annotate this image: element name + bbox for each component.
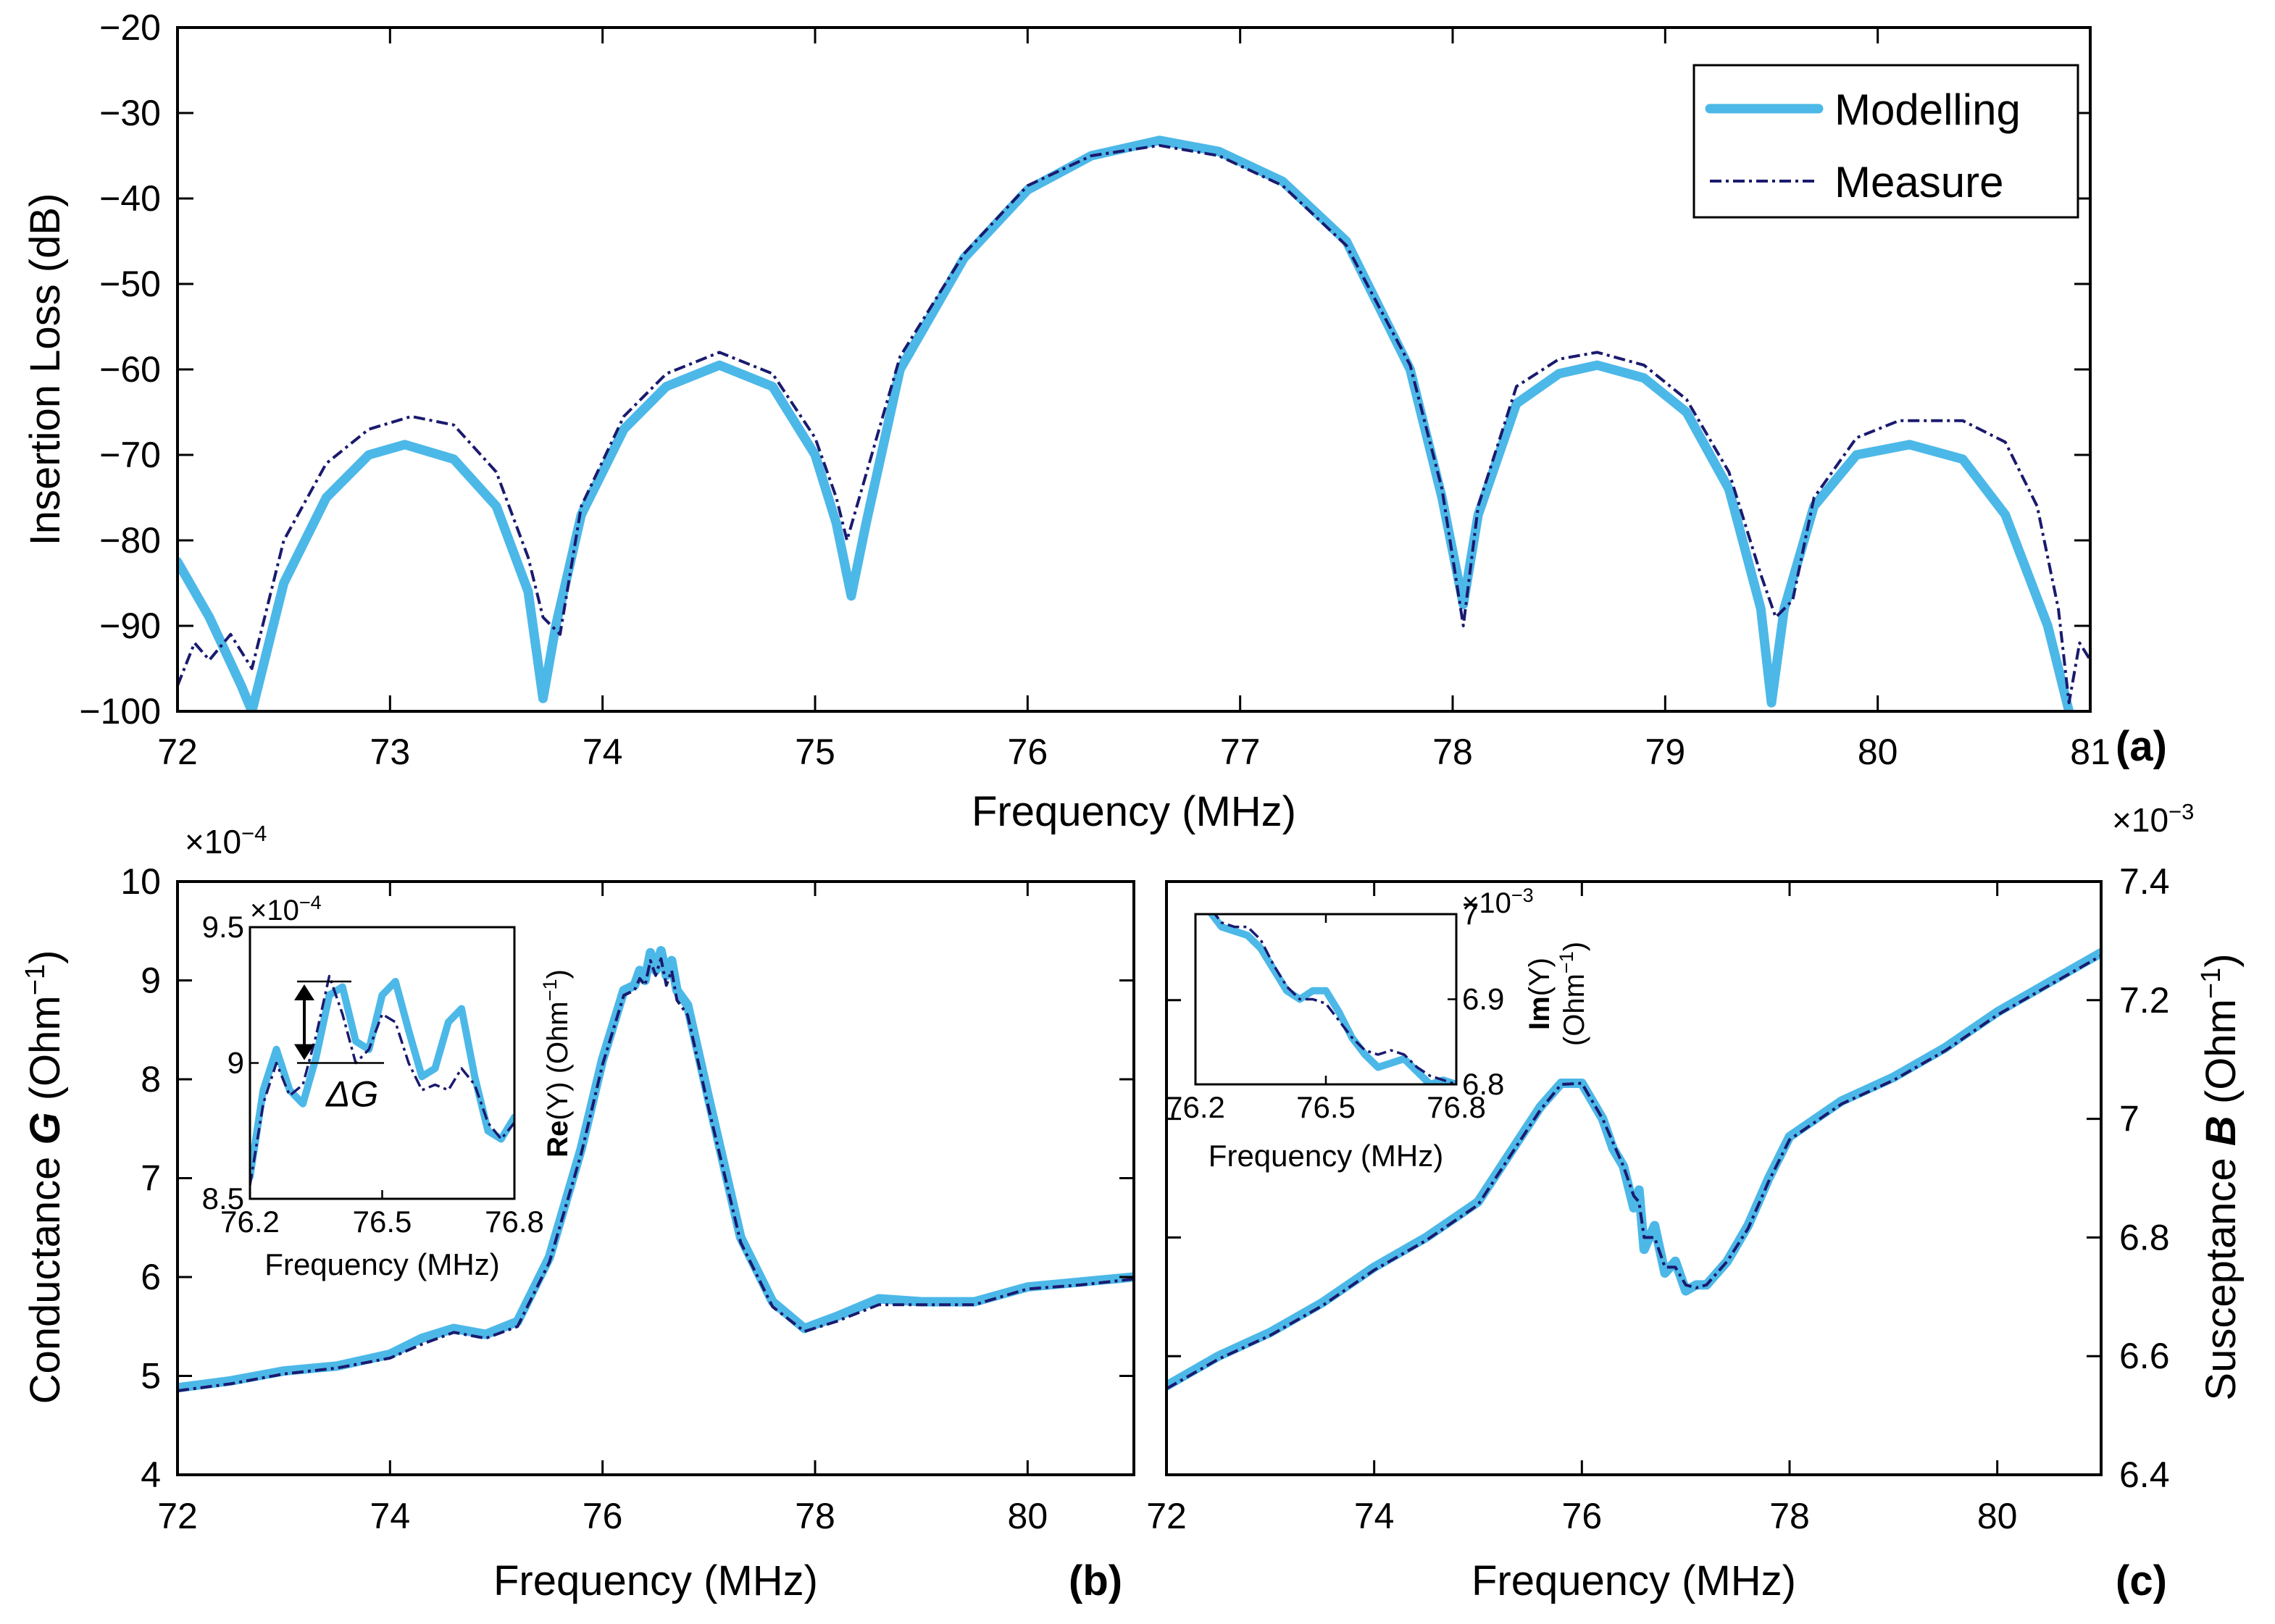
inset-y-axis-label-top: Im(Y) xyxy=(1524,958,1556,1030)
inset-y-tick-label: 6.8 xyxy=(1462,1067,1504,1101)
inset-b: 76.2 76.5 76.8 8.5 9 9.5 ×10−4 Frequency (MHz) R… xyxy=(202,892,574,1281)
y-axis-label: Conductance G (Ohm−1) xyxy=(20,950,69,1405)
y-axis-label: Insertion Loss (dB) xyxy=(22,193,69,546)
inset-x-tick-label: 76.2 xyxy=(1166,1090,1225,1124)
x-tick-label: 72 xyxy=(1146,1496,1187,1536)
x-tick-label: 76 xyxy=(583,1496,623,1536)
inset-y-tick-label: 9 xyxy=(228,1046,244,1080)
y-tick-label: 6.8 xyxy=(2119,1217,2170,1257)
y-tick-label: 5 xyxy=(141,1356,161,1397)
x-tick-label: 81 xyxy=(2070,732,2111,772)
x-tick-label: 74 xyxy=(583,732,623,772)
y-tick-label: −90 xyxy=(99,606,161,646)
inset-y-multiplier: ×10−3 xyxy=(1462,884,1534,919)
series-measure-line xyxy=(1213,914,1456,1084)
y-tick-label: 6.6 xyxy=(2119,1336,2170,1376)
series-modelling-line xyxy=(178,135,2074,711)
panel-label: (a) xyxy=(2116,723,2167,770)
x-tick-label: 76 xyxy=(1008,732,1048,772)
inset-y-axis-label: Re(Y) (Ohm−1) xyxy=(539,969,574,1158)
inset-y-tick-label: 7 xyxy=(1462,897,1479,931)
x-tick-label: 78 xyxy=(795,1496,835,1536)
y-tick-label: 7.2 xyxy=(2119,980,2170,1021)
delta-g-arrow-up-head xyxy=(294,984,314,1000)
legend-box xyxy=(1692,64,2079,219)
panel-a: 72 73 74 75 76 77 78 79 80 81 −100 −90 −80 −70 −60 −50 −… xyxy=(22,7,2167,835)
y-tick-label: −20 xyxy=(99,7,161,48)
inset-y-axis-label-unit: (Ohm−1) xyxy=(1556,942,1590,1046)
y-tick-label: −40 xyxy=(99,178,161,219)
y-tick-label: −70 xyxy=(99,435,161,475)
y-tick-label: 8 xyxy=(141,1059,161,1100)
x-tick-label: 77 xyxy=(1220,732,1261,772)
inset-y-tick-label: 9.5 xyxy=(202,910,244,944)
x-tick-label: 73 xyxy=(370,732,411,772)
series-modelling-line xyxy=(1166,947,2101,1391)
x-tick-label: 74 xyxy=(1354,1496,1395,1536)
series-measure-line xyxy=(250,974,514,1186)
x-axis-label: Frequency (MHz) xyxy=(493,1557,818,1604)
y-multiplier: ×10−3 xyxy=(2112,799,2194,840)
series-modelling-line xyxy=(178,946,1134,1393)
y-tick-label: −50 xyxy=(99,264,161,304)
x-tick-label: 72 xyxy=(157,732,198,772)
y-tick-label: 6.4 xyxy=(2119,1455,2170,1495)
inset-bg xyxy=(1195,914,1456,1084)
inset-y-tick-label: 8.5 xyxy=(202,1181,244,1215)
y-tick-label: 9 xyxy=(141,960,161,1001)
series-modelling-line xyxy=(1207,914,1456,1084)
panel-label: (c) xyxy=(2116,1557,2167,1604)
y-tick-label: 7 xyxy=(2119,1099,2140,1139)
x-tick-label: 80 xyxy=(1008,1496,1048,1536)
series-measure-line xyxy=(1166,954,2101,1390)
x-axis-label: Frequency (MHz) xyxy=(1472,1557,1796,1604)
inset-y-multiplier: ×10−4 xyxy=(250,892,322,926)
y-tick-label: −30 xyxy=(99,93,161,133)
inset-x-tick-label: 76.2 xyxy=(220,1205,280,1239)
y-tick-label: 6 xyxy=(141,1257,161,1297)
legend: Modelling Measure xyxy=(1692,64,2079,219)
x-axis-label: Frequency (MHz) xyxy=(972,788,1296,835)
y-tick-label: 7 xyxy=(141,1158,161,1199)
inset-x-tick-label: 76.5 xyxy=(353,1205,412,1239)
inset-x-axis-label: Frequency (MHz) xyxy=(1209,1139,1443,1173)
y-multiplier: ×10−4 xyxy=(185,821,267,861)
inset-y-tick-label: 6.9 xyxy=(1462,982,1504,1016)
x-tick-label: 80 xyxy=(1977,1496,2018,1536)
series-modelling-line xyxy=(250,978,514,1181)
y-tick-label: −100 xyxy=(79,691,161,732)
panel-c-frame xyxy=(1165,880,2103,1476)
legend-label-modelling: Modelling xyxy=(1834,85,2021,134)
x-tick-label: 75 xyxy=(795,732,835,772)
y-tick-label: −80 xyxy=(99,520,161,561)
y-axis-label: Susceptance B (Ohm−1) xyxy=(2196,953,2245,1400)
series-measure-line xyxy=(178,143,2090,705)
y-tick-label: 7.4 xyxy=(2119,861,2170,902)
y-tick-label: −60 xyxy=(99,349,161,390)
delta-g-label: ΔG xyxy=(325,1074,378,1115)
series-measure-line xyxy=(178,957,1134,1392)
panel-c: 72 74 76 78 80 6.4 6.6 6.8 7 7.2 7.4 ×10−3 Frequency… xyxy=(1146,799,2245,1605)
inset-x-tick-label: 76.8 xyxy=(485,1205,544,1239)
x-tick-label: 80 xyxy=(1858,732,1898,772)
inset-x-tick-label: 76.8 xyxy=(1427,1090,1486,1124)
inset-c: 76.2 76.5 76.86.8 6.9 7×10−3 Frequency (MHz) I… xyxy=(1166,884,1590,1173)
legend-label-measure: Measure xyxy=(1834,158,2003,206)
y-tick-label: 4 xyxy=(141,1455,161,1495)
x-tick-label: 78 xyxy=(1769,1496,1810,1536)
x-tick-label: 72 xyxy=(157,1496,198,1536)
x-tick-label: 79 xyxy=(1645,732,1686,772)
panel-label: (b) xyxy=(1069,1557,1122,1604)
x-tick-label: 76 xyxy=(1562,1496,1603,1536)
x-tick-label: 74 xyxy=(370,1496,411,1536)
inset-x-tick-label: 76.5 xyxy=(1296,1090,1356,1124)
delta-g-arrow-down-head xyxy=(294,1044,314,1060)
y-tick-label: 10 xyxy=(120,861,161,902)
x-tick-label: 78 xyxy=(1432,732,1473,772)
inset-x-axis-label: Frequency (MHz) xyxy=(264,1247,499,1281)
